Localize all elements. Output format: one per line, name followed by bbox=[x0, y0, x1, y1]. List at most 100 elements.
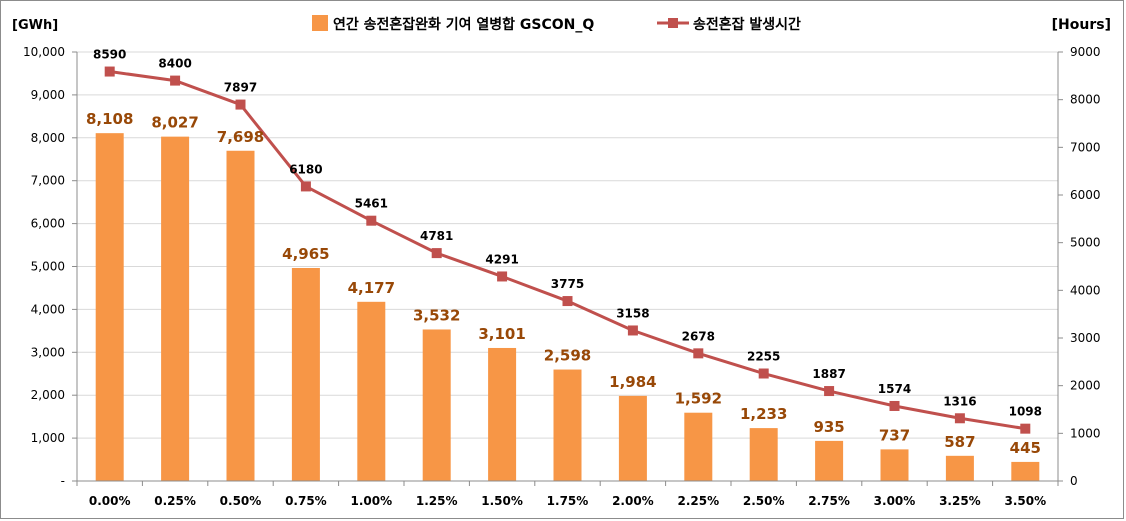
y-left-tick-label: - bbox=[61, 474, 65, 488]
y-left-tick-label: 1,000 bbox=[31, 431, 65, 445]
x-tick-label: 3.50% bbox=[1004, 494, 1046, 508]
y-right-tick-label: 2000 bbox=[1070, 379, 1101, 393]
bar-value-label: 4,965 bbox=[282, 245, 329, 263]
x-tick-label: 1.50% bbox=[481, 494, 523, 508]
bar-value-label: 2,598 bbox=[544, 347, 591, 365]
y-right-tick-label: 4000 bbox=[1070, 283, 1101, 297]
y-right-unit: [Hours] bbox=[1052, 17, 1111, 33]
bar-value-label: 4,177 bbox=[348, 279, 395, 297]
line-value-label: 3158 bbox=[616, 306, 649, 320]
x-tick-label: 2.25% bbox=[677, 494, 719, 508]
x-tick-label: 0.25% bbox=[154, 494, 196, 508]
line-value-label: 5461 bbox=[355, 197, 388, 211]
line-value-label: 1316 bbox=[943, 394, 976, 408]
x-tick-label: 2.00% bbox=[612, 494, 654, 508]
line-marker bbox=[824, 386, 835, 397]
y-right-tick-label: 6000 bbox=[1070, 188, 1101, 202]
y-right-tick-label: 8000 bbox=[1070, 93, 1101, 107]
y-left-tick-label: 6,000 bbox=[31, 217, 65, 231]
bar bbox=[553, 369, 582, 481]
y-left-tick-label: 9,000 bbox=[31, 88, 65, 102]
bar bbox=[945, 455, 974, 481]
y-right-tick-label: 3000 bbox=[1070, 331, 1101, 345]
line-value-label: 1098 bbox=[1009, 405, 1042, 419]
bar bbox=[488, 347, 517, 481]
bar bbox=[1011, 461, 1040, 481]
bar-value-label: 8,027 bbox=[151, 114, 198, 132]
bar bbox=[815, 440, 844, 481]
line-value-label: 2678 bbox=[682, 329, 715, 343]
legend: 연간 송전혼잡완화 기여 열병합 GSCON_Q 송전혼잡 발생시간 bbox=[312, 15, 801, 33]
line-marker bbox=[1020, 423, 1031, 434]
x-tick-label: 2.75% bbox=[808, 494, 850, 508]
data-labels: 8,108 8,027 7,698 4,965 4,177 3,532 3,101 2,598… bbox=[86, 48, 1042, 457]
legend-line-label: 송전혼잡 발생시간 bbox=[693, 16, 801, 33]
bar-value-label: 8,108 bbox=[86, 110, 133, 128]
line-marker bbox=[497, 271, 508, 282]
x-tick-label: 3.25% bbox=[939, 494, 981, 508]
bar bbox=[618, 395, 647, 481]
y-left-tick-label: 3,000 bbox=[31, 345, 65, 359]
x-tick-label: 1.25% bbox=[416, 494, 458, 508]
line-value-label: 2255 bbox=[747, 350, 780, 364]
y-left-unit: [GWh] bbox=[12, 18, 58, 33]
bar-value-label: 445 bbox=[1010, 439, 1041, 457]
axes: - 1,000 2,000 3,000 4,000 5,000 6,000 7,000 8,00… bbox=[23, 45, 1101, 508]
bar-value-label: 935 bbox=[813, 418, 844, 436]
line-value-label: 3775 bbox=[551, 277, 584, 291]
line-series bbox=[104, 66, 1031, 434]
bar-value-label: 1,233 bbox=[740, 405, 787, 423]
line-value-label: 8400 bbox=[158, 57, 191, 71]
line-marker bbox=[366, 215, 377, 226]
y-left-tick-label: 10,000 bbox=[23, 45, 65, 59]
y-left-tick-label: 7,000 bbox=[31, 174, 65, 188]
line-marker bbox=[104, 66, 115, 77]
bar-value-label: 3,101 bbox=[478, 325, 525, 343]
y-left-tick-label: 4,000 bbox=[31, 302, 65, 316]
x-tick-label: 0.50% bbox=[220, 494, 262, 508]
line-marker bbox=[562, 296, 573, 307]
line-marker bbox=[627, 325, 638, 336]
bar-value-label: 7,698 bbox=[217, 128, 264, 146]
bar bbox=[684, 412, 713, 481]
legend-bar-swatch bbox=[312, 15, 328, 31]
line-value-label: 6180 bbox=[289, 162, 322, 176]
line-value-label: 4781 bbox=[420, 229, 453, 243]
bar bbox=[357, 301, 386, 481]
bar bbox=[422, 329, 451, 481]
bar bbox=[749, 428, 778, 481]
y-right-tick-label: 7000 bbox=[1070, 140, 1101, 154]
line-marker bbox=[300, 181, 311, 192]
line-marker bbox=[235, 99, 246, 110]
bar-value-label: 587 bbox=[944, 433, 975, 451]
y-left-tick-label: 2,000 bbox=[31, 388, 65, 402]
line-marker bbox=[954, 413, 965, 424]
bar bbox=[95, 133, 124, 481]
line-marker bbox=[889, 400, 900, 411]
x-tick-label: 0.00% bbox=[89, 494, 131, 508]
y-left-tick-label: 5,000 bbox=[31, 260, 65, 274]
x-tick-label: 2.50% bbox=[743, 494, 785, 508]
bar-value-label: 737 bbox=[879, 426, 910, 444]
y-left-tick-label: 8,000 bbox=[31, 131, 65, 145]
line-value-label: 1887 bbox=[812, 367, 845, 381]
bar bbox=[161, 136, 190, 481]
line-value-label: 7897 bbox=[224, 81, 257, 95]
bar-value-label: 1,984 bbox=[609, 373, 656, 391]
legend-line-marker bbox=[668, 18, 678, 28]
bar-value-label: 1,592 bbox=[675, 390, 722, 408]
line-marker bbox=[431, 248, 442, 259]
legend-bar-label: 연간 송전혼잡완화 기여 열병합 GSCON_Q bbox=[333, 16, 594, 33]
x-tick-label: 1.75% bbox=[547, 494, 589, 508]
bar bbox=[226, 150, 255, 481]
line-marker bbox=[693, 348, 704, 359]
x-tick-label: 0.75% bbox=[285, 494, 327, 508]
bar-series bbox=[95, 133, 1040, 481]
bar bbox=[291, 268, 320, 481]
line-marker bbox=[758, 368, 769, 379]
line-value-label: 4291 bbox=[485, 252, 518, 266]
line-value-label: 8590 bbox=[93, 48, 126, 62]
y-right-tick-label: 5000 bbox=[1070, 236, 1101, 250]
